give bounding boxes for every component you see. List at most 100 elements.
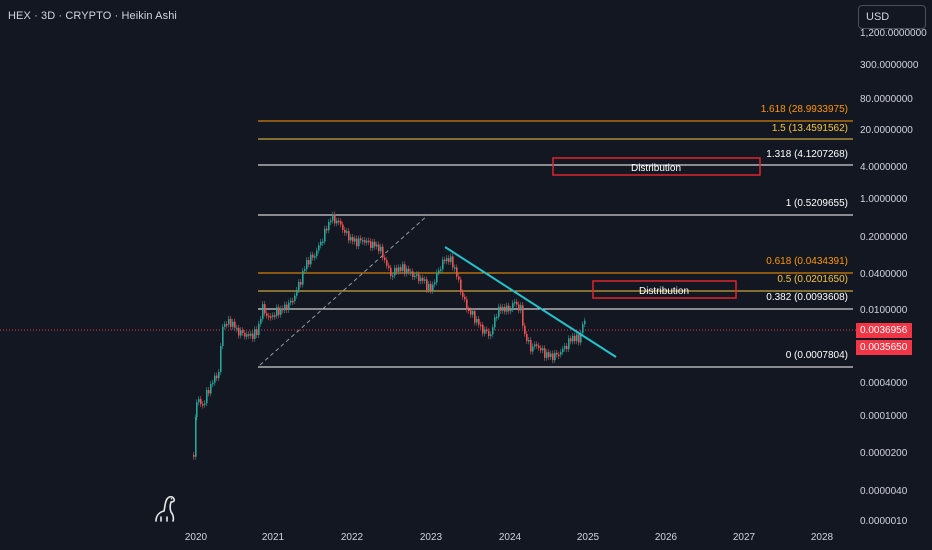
candle-body	[256, 329, 258, 336]
candle-body	[552, 353, 554, 361]
price-scale[interactable]: 1,200.0000000 300.0000000 80.0000000 20.…	[860, 28, 927, 527]
price-scale-label: 0.0100000	[860, 305, 908, 316]
candle-body	[490, 334, 492, 337]
candle-body	[542, 348, 544, 351]
candle-body	[280, 308, 282, 315]
candle-body	[296, 289, 298, 296]
candle-body	[270, 316, 272, 318]
candle-body	[466, 299, 468, 310]
candle-body	[448, 258, 450, 262]
candle-body	[242, 330, 244, 334]
candle-body	[468, 309, 470, 311]
candle-body	[306, 260, 308, 270]
candle-body	[282, 308, 284, 311]
candle-body	[356, 238, 358, 247]
candle-body	[536, 344, 538, 346]
distribution-box-lower[interactable]: Distribution	[592, 280, 737, 299]
candle-body	[276, 307, 278, 316]
candle-body	[230, 318, 232, 327]
candle-body	[216, 375, 218, 379]
time-axis[interactable]: 2020 2021 2022 2023 2024 2025 2026 2027 …	[185, 532, 834, 543]
candle-body	[284, 304, 286, 311]
candle-body	[442, 259, 444, 270]
fib-label-0618: 0.618 (0.0434391)	[766, 256, 848, 267]
candle-body	[554, 352, 556, 361]
candle-body	[484, 329, 486, 334]
candle-body	[560, 352, 562, 355]
candle-body	[228, 318, 230, 325]
time-axis-label: 2027	[733, 532, 756, 543]
candle-body	[470, 310, 472, 315]
candle-body	[462, 292, 464, 297]
candle-body	[514, 301, 516, 304]
candle-body	[298, 282, 300, 290]
candle-body	[548, 352, 550, 357]
candle-body	[478, 318, 480, 325]
candle-body	[274, 315, 276, 317]
candle-body	[402, 264, 404, 271]
candle-body	[236, 327, 238, 330]
candle-body	[358, 238, 360, 247]
candle-body	[446, 258, 448, 262]
candle-body	[214, 375, 216, 383]
candle-body	[574, 335, 576, 342]
candle-body	[342, 224, 344, 230]
candle-body	[372, 241, 374, 248]
candle-body	[224, 324, 226, 327]
candle-body	[544, 348, 546, 358]
candle-body	[426, 279, 428, 290]
currency-button[interactable]: USD	[858, 5, 926, 29]
candle-body	[370, 241, 372, 248]
candle-body	[340, 221, 342, 225]
candle-body	[378, 244, 380, 252]
candle-body	[272, 315, 274, 317]
price-scale-label: 80.0000000	[860, 94, 913, 105]
distribution-box-upper[interactable]: Distribution	[552, 157, 761, 176]
candle-body	[480, 324, 482, 327]
candle-body	[334, 214, 336, 224]
candle-body	[210, 384, 212, 394]
candle-body	[390, 267, 392, 276]
price-series	[193, 211, 586, 460]
time-axis-label: 2020	[185, 532, 208, 543]
candle-body	[294, 295, 296, 302]
candle-body	[428, 283, 430, 290]
candle-body	[570, 338, 572, 342]
candle-body	[382, 246, 384, 258]
candle-body	[530, 339, 532, 352]
candle-body	[538, 345, 540, 349]
time-axis-label: 2028	[811, 532, 834, 543]
candle-body	[350, 236, 352, 241]
candle-body	[326, 228, 328, 231]
candle-body	[412, 271, 414, 278]
candle-body	[528, 339, 530, 342]
candle-body	[400, 267, 402, 271]
candle-body	[498, 306, 500, 317]
candle-body	[324, 228, 326, 242]
candle-body	[568, 338, 570, 350]
candle-body	[414, 275, 416, 278]
candle-body	[266, 313, 268, 316]
candle-body	[516, 301, 518, 305]
candle-body	[366, 240, 368, 243]
candle-body	[524, 325, 526, 334]
downtrend-line[interactable]	[444, 246, 617, 358]
candle-body	[432, 284, 434, 291]
candle-body	[292, 300, 294, 303]
candle-body	[506, 305, 508, 312]
candle-body	[392, 275, 394, 278]
candle-body	[572, 335, 574, 342]
candle-body	[540, 348, 542, 351]
candle-body	[238, 327, 240, 336]
candle-body	[566, 346, 568, 350]
candle-body	[502, 306, 504, 311]
candle-body	[562, 348, 564, 353]
candle-body	[534, 344, 536, 347]
price-scale-label: 300.0000000	[860, 60, 919, 71]
fib-label-1618: 1.618 (28.9933975)	[761, 104, 848, 115]
candle-body	[374, 241, 376, 247]
candle-body	[222, 326, 224, 347]
candle-body	[310, 254, 312, 265]
candle-body	[558, 354, 560, 357]
